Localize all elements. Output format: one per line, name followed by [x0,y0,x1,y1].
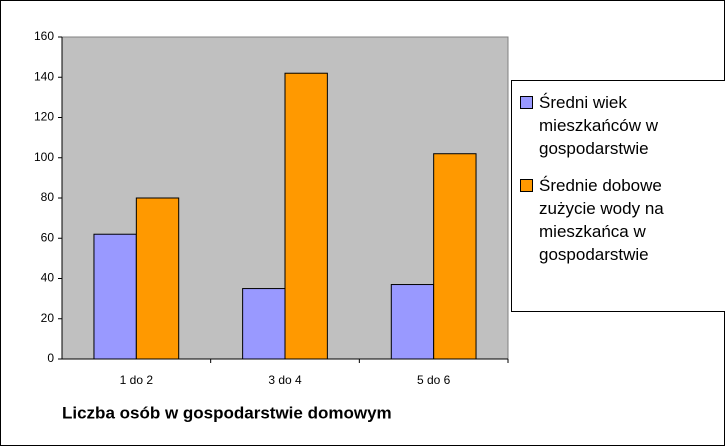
legend-swatch [520,96,533,109]
y-tick-label: 160 [34,29,54,43]
y-tick-label: 80 [41,190,55,204]
bar [433,153,477,360]
y-tick-label: 100 [34,150,54,164]
y-tick-label: 60 [41,230,55,244]
x-axis-title: Liczba osób w gospodarstwie domowym [62,403,392,422]
y-tick-label: 140 [34,69,54,83]
bar [284,72,328,360]
bar [242,288,286,360]
legend-label: Średni wiek mieszkańców w gospodarstwie [539,93,659,158]
bar [390,284,435,360]
legend-swatch [520,179,533,192]
legend-label: Średnie dobowe zużycie wody na mieszkańc… [539,176,664,264]
bar [135,197,180,360]
bar [93,233,137,360]
y-tick-label: 20 [41,311,55,325]
legend-item: Średni wiek mieszkańców w gospodarstwie [520,91,725,160]
x-tick-label: 3 do 4 [268,373,302,387]
legend: Średni wiek mieszkańców w gospodarstwie Ś… [511,80,725,312]
legend-item: Średnie dobowe zużycie wody na mieszkańc… [520,174,725,266]
y-tick-label: 40 [41,271,55,285]
y-tick-label: 0 [47,351,54,365]
x-tick-label: 1 do 2 [120,373,154,387]
y-tick-label: 120 [34,110,54,124]
x-tick-label: 5 do 6 [417,373,451,387]
